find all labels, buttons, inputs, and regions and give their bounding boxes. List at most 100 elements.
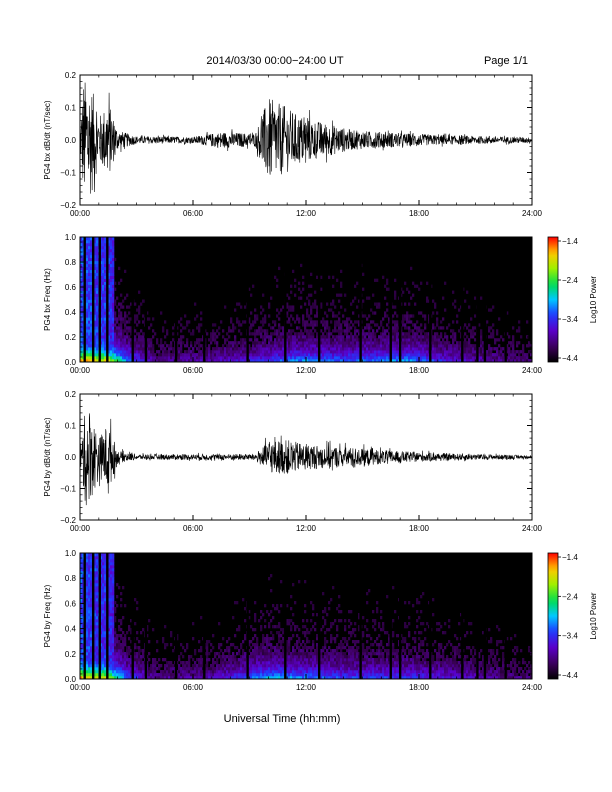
heatmap-cell — [110, 604, 113, 608]
heatmap-cell — [366, 344, 369, 348]
heatmap-cell — [90, 559, 93, 563]
heatmap-cell — [96, 553, 99, 557]
heatmap-cell — [358, 341, 361, 345]
heatmap-cell — [434, 344, 437, 348]
heatmap-cell — [378, 338, 381, 342]
heatmap-cell — [104, 329, 107, 333]
heatmap-cell — [116, 329, 119, 333]
heatmap-cell — [212, 634, 215, 638]
heatmap-cell — [94, 598, 97, 602]
heatmap-cell — [256, 673, 259, 677]
heatmap-cell — [108, 574, 111, 578]
panel-by-dbdt: 00:00 06:00 12:00 18:00 24:000.20.10.0−0.1−0… — [43, 390, 543, 533]
heatmap-cell — [334, 359, 337, 362]
heatmap-cell — [228, 661, 231, 665]
heatmap-cell — [114, 673, 117, 677]
heatmap-cell — [152, 353, 155, 357]
heatmap-cell — [250, 332, 253, 336]
heatmap-cell — [334, 329, 337, 333]
heatmap-cell — [80, 287, 83, 291]
heatmap-cell — [160, 356, 163, 360]
heatmap-cell — [370, 335, 373, 339]
heatmap-cell — [90, 281, 93, 285]
heatmap-cell — [412, 350, 415, 354]
heatmap-cell — [100, 275, 103, 279]
heatmap-cell — [96, 302, 99, 306]
heatmap-cell — [232, 673, 235, 677]
heatmap-cell — [88, 592, 91, 596]
heatmap-cell — [488, 347, 491, 351]
heatmap-cell — [452, 329, 455, 333]
heatmap-cell — [258, 353, 261, 357]
heatmap-cell — [264, 338, 267, 342]
heatmap-cell — [114, 323, 117, 327]
heatmap-cell — [94, 323, 97, 327]
heatmap-cell — [244, 320, 247, 324]
heatmap-cell — [404, 332, 407, 336]
heatmap-cell — [310, 338, 313, 342]
heatmap-cell — [170, 631, 173, 635]
heatmap-cell — [524, 353, 527, 357]
heatmap-cell — [258, 676, 261, 679]
heatmap-cell — [304, 323, 307, 327]
heatmap-cell — [94, 562, 97, 566]
heatmap-cell — [208, 353, 211, 357]
heatmap-cell — [166, 676, 169, 679]
heatmap-cell — [264, 332, 267, 336]
heatmap-cell — [120, 302, 123, 306]
heatmap-cell — [154, 667, 157, 671]
heatmap-cell — [94, 574, 97, 578]
heatmap-cell — [96, 329, 99, 333]
heatmap-cell — [262, 329, 265, 333]
heatmap-cell — [150, 673, 153, 677]
heatmap-cell — [82, 619, 85, 623]
heatmap-cell — [102, 329, 105, 333]
heatmap-cell — [310, 347, 313, 351]
heatmap-cell — [312, 341, 315, 345]
heatmap-cell — [238, 359, 241, 362]
heatmap-cell — [210, 338, 213, 342]
heatmap-cell — [256, 350, 259, 354]
heatmap-cell — [336, 350, 339, 354]
heatmap-cell — [274, 353, 277, 357]
y-tick-label: 0.8 — [65, 258, 77, 267]
heatmap-cell — [96, 580, 99, 584]
heatmap-cell — [128, 347, 131, 351]
heatmap-cell — [268, 350, 271, 354]
heatmap-cell — [262, 323, 265, 327]
heatmap-cell — [90, 649, 93, 653]
heatmap-cell — [310, 311, 313, 315]
heatmap-cell — [456, 320, 459, 324]
heatmap-cell — [94, 311, 97, 315]
heatmap-cell — [80, 646, 83, 650]
heatmap-cell — [320, 305, 323, 309]
heatmap-cell — [94, 350, 97, 354]
heatmap-cell — [114, 344, 117, 348]
heatmap-cell — [490, 353, 493, 357]
heatmap-cell — [108, 589, 111, 593]
heatmap-cell — [184, 353, 187, 357]
heatmap-cell — [110, 616, 113, 620]
heatmap-cell — [234, 341, 237, 345]
heatmap-cell — [126, 661, 129, 665]
heatmap-cell — [146, 353, 149, 357]
heatmap-cell — [152, 670, 155, 674]
heatmap-cell — [94, 296, 97, 300]
heatmap-cell — [438, 338, 441, 342]
heatmap-cell — [512, 326, 515, 330]
heatmap-cell — [336, 344, 339, 348]
heatmap-cell — [394, 323, 397, 327]
heatmap-cell — [426, 353, 429, 357]
heatmap-cell — [154, 332, 157, 336]
heatmap-cell — [322, 359, 325, 362]
heatmap-cell — [94, 281, 97, 285]
heatmap-cell — [262, 676, 265, 679]
heatmap-cell — [122, 586, 125, 590]
heatmap-cell — [180, 643, 183, 647]
heatmap-cell — [406, 287, 409, 291]
heatmap-cell — [262, 658, 265, 662]
heatmap-cell — [440, 350, 443, 354]
heatmap-cell — [120, 278, 123, 282]
heatmap-cell — [364, 350, 367, 354]
heatmap-cell — [300, 350, 303, 354]
